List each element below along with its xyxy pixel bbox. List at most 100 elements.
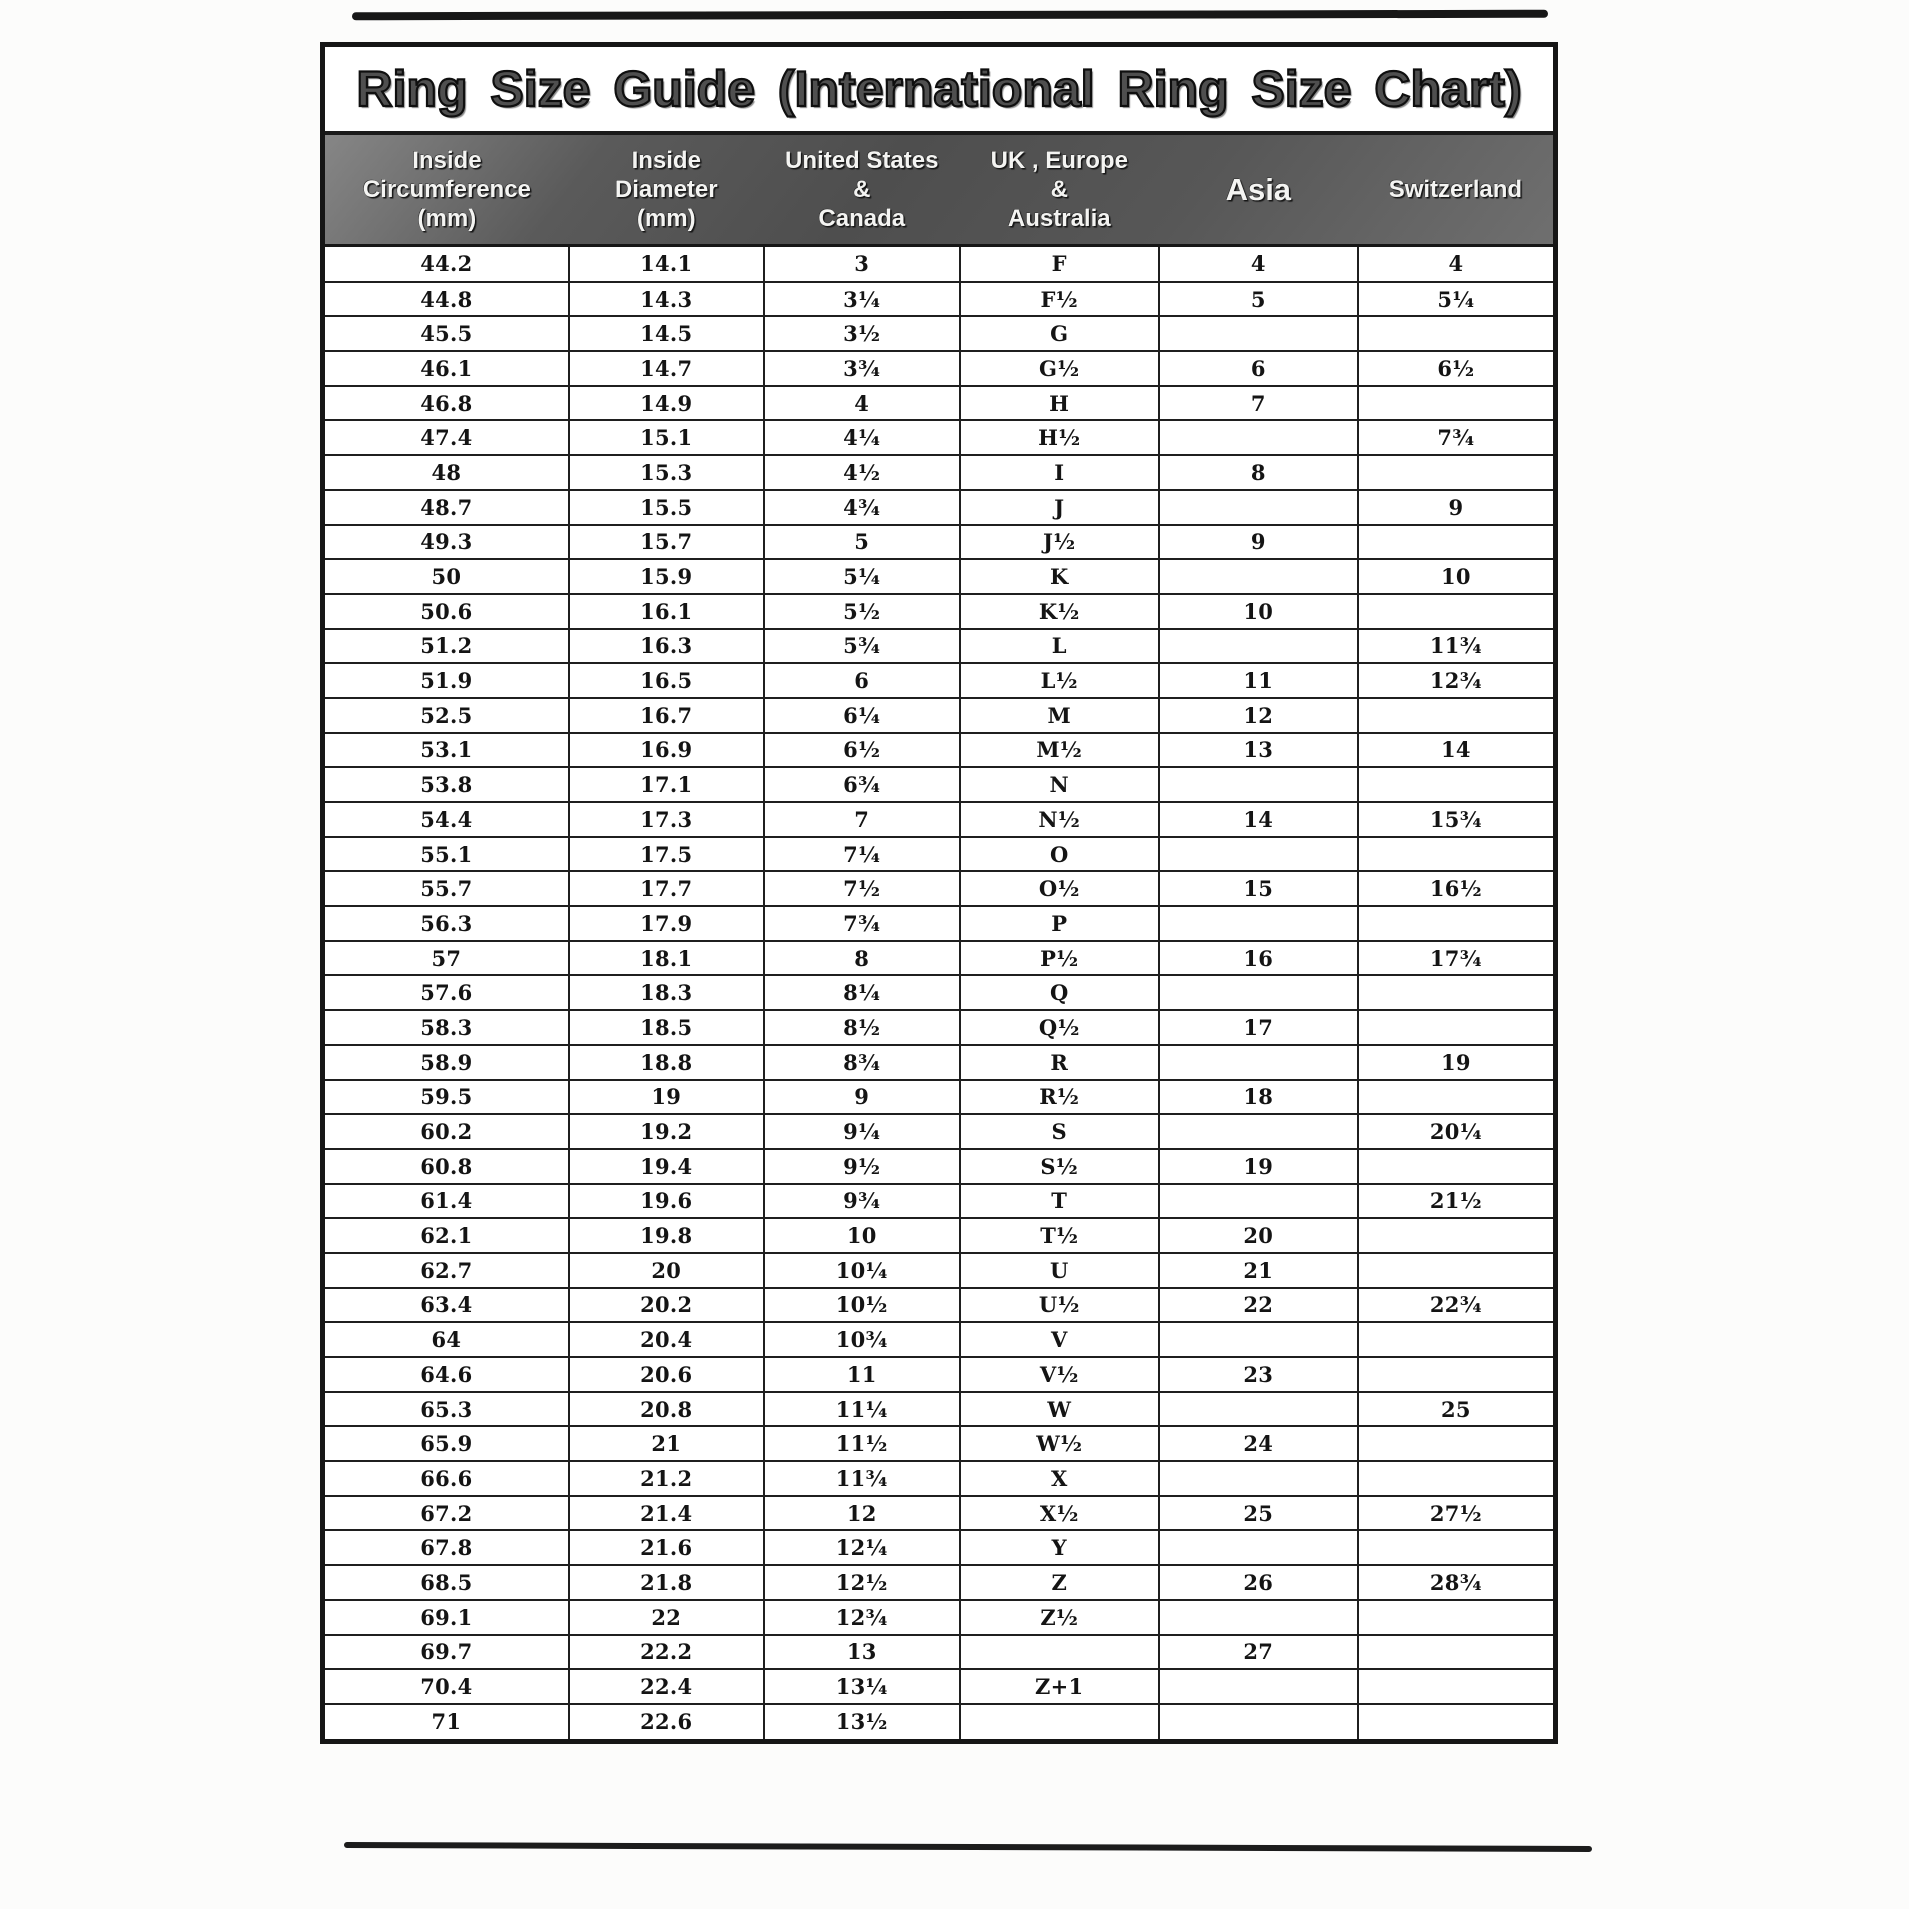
table-cell-inside-circumference: 47.4	[325, 419, 570, 457]
column-header-line: (mm)	[636, 205, 696, 233]
column-header-switzerland: Switzerland	[1358, 135, 1553, 244]
table-cell-inside-diameter: 21.2	[567, 1460, 765, 1497]
table-row: 49.3 15.7 5 J½ 9	[325, 523, 1553, 561]
column-header-line: United States	[785, 146, 939, 174]
table-cell-asia: 5	[1157, 280, 1359, 318]
column-header-line: Inside	[631, 146, 701, 174]
table-cell-switzerland: 25	[1356, 1390, 1553, 1428]
table-cell-inside-circumference: 52.5	[325, 696, 570, 734]
table-cell-us-canada: 8¾	[762, 1043, 961, 1081]
table-row: 54.4 17.3 7 N½ 14 15¾	[325, 801, 1553, 838]
table-row: 67.2 21.4 12 X½ 25 27½	[325, 1494, 1553, 1532]
table-cell-us-canada: 3½	[762, 315, 961, 353]
table-cell-uk-europe-australia: P½	[958, 939, 1160, 977]
table-cell-asia	[1157, 1598, 1359, 1636]
table-cell-inside-circumference: 60.2	[325, 1113, 570, 1150]
table-cell-asia	[1157, 315, 1359, 353]
table-cell-uk-europe-australia: F	[958, 247, 1160, 283]
table-cell-inside-diameter: 22	[567, 1598, 765, 1636]
table-cell-asia: 23	[1157, 1356, 1359, 1393]
table-cell-uk-europe-australia: V½	[958, 1356, 1160, 1393]
table-cell-switzerland	[1356, 1460, 1553, 1497]
table-cell-switzerland	[1356, 1078, 1553, 1116]
table-cell-switzerland	[1356, 592, 1553, 630]
table-row: 57.6 18.3 8¼ Q	[325, 974, 1553, 1012]
table-cell-switzerland	[1356, 1356, 1553, 1393]
table-row: 44.2 14.1 3 F 4 4	[325, 247, 1553, 283]
table-cell-inside-diameter: 21.6	[567, 1529, 765, 1567]
table-cell-us-canada: 12	[762, 1494, 961, 1532]
column-header-line: Circumference	[362, 175, 531, 203]
table-cell-inside-circumference: 57	[325, 939, 570, 977]
column-header-line: Australia	[1007, 205, 1111, 233]
table-cell-asia: 11	[1157, 662, 1359, 699]
table-cell-inside-circumference: 71	[325, 1702, 570, 1739]
table-row: 65.9 21 11½ W½ 24	[325, 1425, 1553, 1463]
column-header-inside-circumference: Inside Circumference (mm)	[325, 135, 569, 244]
table-cell-inside-diameter: 14.1	[567, 247, 765, 283]
table-cell-inside-circumference: 51.9	[325, 662, 570, 699]
table-cell-inside-circumference: 63.4	[325, 1286, 570, 1324]
table-cell-inside-diameter: 15.1	[567, 419, 765, 457]
table-cell-switzerland: 21½	[1356, 1182, 1553, 1220]
table-cell-us-canada: 4	[762, 384, 961, 422]
table-cell-us-canada: 12¼	[762, 1529, 961, 1567]
size-table: 44.2 14.1 3 F 4 4 44.8 14.3 3¼ F½ 5 5¼ 45.5 14.5 3½ G 46…	[325, 247, 1553, 1739]
table-cell-inside-diameter: 14.9	[567, 384, 765, 422]
table-cell-us-canada: 13	[762, 1633, 961, 1671]
table-cell-inside-diameter: 18.1	[567, 939, 765, 977]
table-cell-inside-diameter: 16.9	[567, 731, 765, 769]
table-cell-asia	[1157, 766, 1359, 803]
table-row: 50.6 16.1 5½ K½ 10	[325, 592, 1553, 630]
table-cell-inside-diameter: 20.2	[567, 1286, 765, 1324]
table-cell-asia	[1157, 1702, 1359, 1739]
table-cell-asia: 10	[1157, 592, 1359, 630]
table-cell-asia: 4	[1157, 247, 1359, 283]
column-header-line: UK , Europe	[990, 146, 1128, 174]
table-cell-switzerland: 28¾	[1356, 1564, 1553, 1601]
table-cell-us-canada: 6¼	[762, 696, 961, 734]
table-cell-inside-circumference: 62.7	[325, 1251, 570, 1289]
table-cell-us-canada: 7	[762, 801, 961, 838]
table-cell-asia: 27	[1157, 1633, 1359, 1671]
table-cell-uk-europe-australia: J½	[958, 523, 1160, 561]
table-cell-asia: 25	[1157, 1494, 1359, 1532]
table-cell-inside-diameter: 19.2	[567, 1113, 765, 1150]
column-header-line: Canada	[818, 205, 906, 233]
table-cell-inside-diameter: 17.9	[567, 905, 765, 942]
table-cell-uk-europe-australia	[958, 1633, 1160, 1671]
column-header-line: (mm)	[417, 205, 477, 233]
table-cell-inside-circumference: 50.6	[325, 592, 570, 630]
table-row: 51.2 16.3 5¾ L 11¾	[325, 627, 1553, 665]
table-row: 62.1 19.8 10 T½ 20	[325, 1217, 1553, 1254]
table-cell-switzerland: 14	[1356, 731, 1553, 769]
table-cell-asia: 22	[1157, 1286, 1359, 1324]
table-cell-us-canada: 11	[762, 1356, 961, 1393]
table-cell-inside-diameter: 14.3	[567, 280, 765, 318]
table-cell-uk-europe-australia: F½	[958, 280, 1160, 318]
table-cell-inside-diameter: 19.6	[567, 1182, 765, 1220]
table-row: 50 15.9 5¼ K 10	[325, 558, 1553, 595]
table-cell-inside-circumference: 55.7	[325, 870, 570, 908]
table-cell-us-canada: 3¾	[762, 350, 961, 387]
table-row: 60.8 19.4 9½ S½ 19	[325, 1147, 1553, 1185]
table-cell-inside-circumference: 44.2	[325, 247, 570, 283]
table-cell-asia: 19	[1157, 1147, 1359, 1185]
table-cell-uk-europe-australia: M	[958, 696, 1160, 734]
table-cell-uk-europe-australia: L	[958, 627, 1160, 665]
table-cell-switzerland	[1356, 1147, 1553, 1185]
table-cell-switzerland: 20¼	[1356, 1113, 1553, 1150]
table-cell-inside-diameter: 15.9	[567, 558, 765, 595]
table-cell-uk-europe-australia: O	[958, 835, 1160, 873]
table-cell-us-canada: 10	[762, 1217, 961, 1254]
table-cell-asia	[1157, 1321, 1359, 1358]
table-cell-inside-diameter: 18.3	[567, 974, 765, 1012]
table-cell-switzerland: 10	[1356, 558, 1553, 595]
table-cell-us-canada: 6	[762, 662, 961, 699]
table-cell-switzerland: 7¾	[1356, 419, 1553, 457]
table-cell-inside-diameter: 21	[567, 1425, 765, 1463]
table-cell-us-canada: 3¼	[762, 280, 961, 318]
table-cell-inside-diameter: 16.1	[567, 592, 765, 630]
table-cell-us-canada: 8½	[762, 1009, 961, 1046]
table-cell-inside-diameter: 20	[567, 1251, 765, 1289]
